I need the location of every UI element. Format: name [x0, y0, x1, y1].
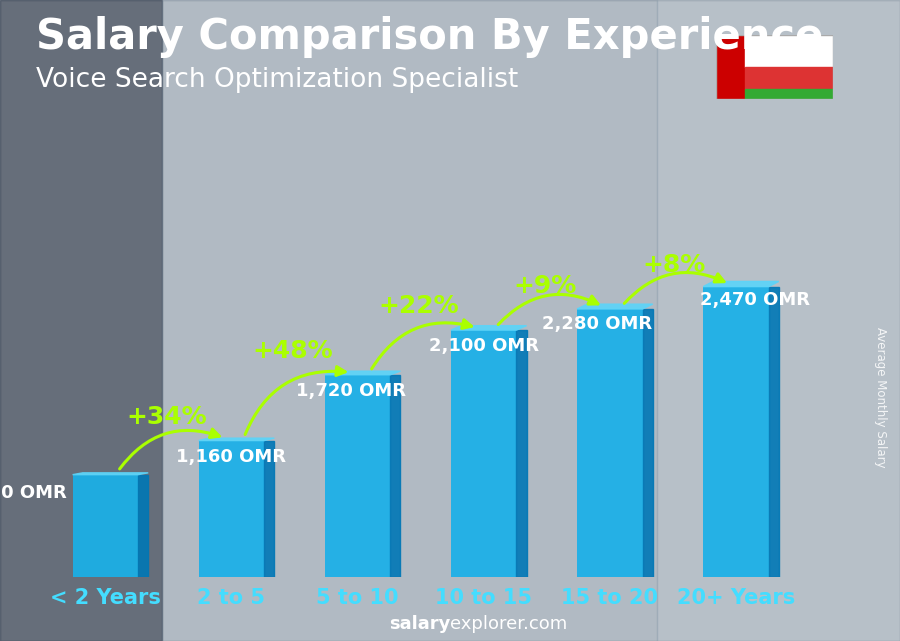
Text: explorer.com: explorer.com	[450, 615, 567, 633]
Bar	[577, 309, 643, 577]
Bar	[745, 35, 832, 67]
Polygon shape	[391, 375, 401, 577]
Text: +48%: +48%	[252, 339, 333, 363]
Text: +9%: +9%	[513, 274, 576, 298]
Text: salary: salary	[389, 615, 450, 633]
Bar	[0, 0, 162, 641]
Bar	[162, 0, 657, 641]
Text: Voice Search Optimization Specialist: Voice Search Optimization Specialist	[36, 67, 518, 94]
Text: +34%: +34%	[126, 405, 206, 429]
Bar	[73, 474, 139, 577]
Polygon shape	[199, 438, 274, 440]
Bar	[745, 67, 832, 88]
Polygon shape	[577, 304, 652, 309]
Polygon shape	[139, 474, 148, 577]
Text: 2,470 OMR: 2,470 OMR	[700, 291, 810, 310]
Polygon shape	[325, 371, 400, 375]
Text: 1,720 OMR: 1,720 OMR	[296, 382, 406, 400]
Text: Average Monthly Salary: Average Monthly Salary	[874, 327, 886, 468]
Text: 2,100 OMR: 2,100 OMR	[428, 337, 539, 355]
Bar	[703, 287, 769, 577]
Text: +22%: +22%	[378, 294, 459, 319]
Polygon shape	[265, 440, 274, 577]
Text: Salary Comparison By Experience: Salary Comparison By Experience	[36, 16, 824, 58]
Bar	[716, 35, 745, 99]
Polygon shape	[643, 309, 652, 577]
Bar	[657, 0, 900, 641]
Polygon shape	[451, 326, 526, 330]
Bar	[325, 375, 391, 577]
Text: 2,280 OMR: 2,280 OMR	[542, 315, 652, 333]
Polygon shape	[73, 473, 148, 474]
Bar	[745, 88, 832, 99]
Text: +8%: +8%	[643, 253, 706, 277]
Text: 1,160 OMR: 1,160 OMR	[176, 447, 286, 465]
Bar	[451, 330, 517, 577]
Polygon shape	[769, 287, 778, 577]
Polygon shape	[703, 281, 778, 287]
Polygon shape	[517, 330, 526, 577]
Text: 870 OMR: 870 OMR	[0, 484, 67, 502]
Bar	[199, 440, 265, 577]
